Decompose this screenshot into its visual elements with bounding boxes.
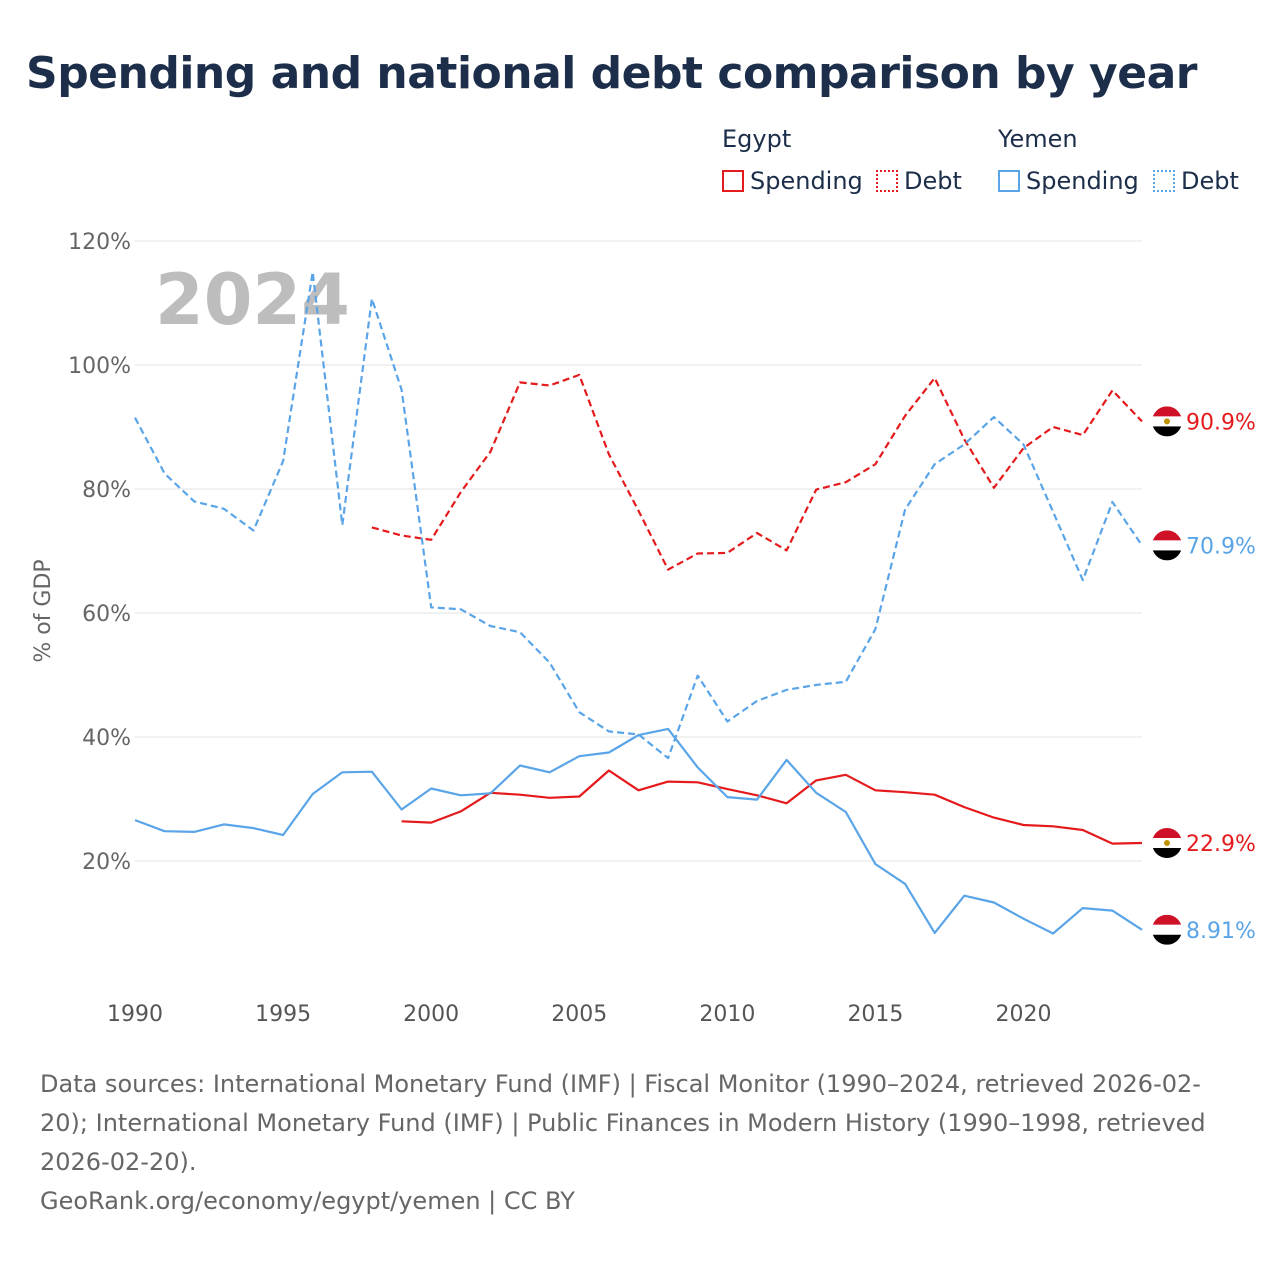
legend-swatch-egypt-spending — [722, 170, 744, 192]
legend-item-yemen-debt[interactable]: Debt — [1153, 167, 1239, 195]
series-line-yemen-debt — [134, 270, 1143, 760]
y-tick-label: 60% — [82, 602, 131, 627]
legend-item-egypt-debt[interactable]: Debt — [876, 167, 962, 195]
end-label-egypt-spending: 22.9% — [1186, 832, 1256, 857]
legend-label-egypt-spending: Spending — [750, 167, 863, 195]
end-flag-yemen-debt — [1152, 530, 1182, 561]
x-tick-label: 2020 — [996, 1002, 1052, 1027]
y-tick-label: 120% — [68, 230, 131, 255]
chart-title: Spending and national debt comparison by… — [26, 48, 1197, 99]
y-tick-label: 100% — [68, 354, 131, 379]
legend-swatch-egypt-debt — [876, 170, 898, 192]
legend-item-yemen-spending[interactable]: Spending — [998, 167, 1139, 195]
footer-sources: Data sources: International Monetary Fun… — [40, 1070, 1206, 1176]
footer-credit[interactable]: GeoRank.org/economy/egypt/yemen | CC BY — [40, 1187, 575, 1215]
legend-label-yemen-debt: Debt — [1181, 167, 1239, 195]
end-label-egypt-debt: 90.9% — [1186, 410, 1256, 435]
y-tick-label: 80% — [82, 478, 131, 503]
x-tick-label: 2005 — [551, 1002, 607, 1027]
y-tick-label: 40% — [82, 726, 131, 751]
legend-title-egypt: Egypt — [722, 125, 792, 153]
y-axis-label: % of GDP — [31, 559, 56, 662]
end-flag-egypt-debt — [1152, 406, 1182, 437]
x-tick-label: 1990 — [107, 1002, 163, 1027]
x-tick-label: 2010 — [699, 1002, 755, 1027]
end-label-yemen-spending: 8.91% — [1186, 919, 1256, 944]
series-line-yemen-spending — [134, 727, 1143, 935]
series-line-egypt-debt — [371, 373, 1143, 571]
end-flag-yemen-spending — [1152, 914, 1182, 945]
legend-label-yemen-spending: Spending — [1026, 167, 1139, 195]
end-flag-egypt-spending — [1152, 828, 1182, 859]
x-tick-label: 1995 — [255, 1002, 311, 1027]
x-tick-label: 2000 — [403, 1002, 459, 1027]
end-label-yemen-debt: 70.9% — [1186, 534, 1256, 559]
legend-item-egypt-spending[interactable]: Spending — [722, 167, 863, 195]
legend-title-yemen: Yemen — [998, 125, 1078, 153]
legend-label-egypt-debt: Debt — [904, 167, 962, 195]
legend-swatch-yemen-debt — [1153, 170, 1175, 192]
x-tick-label: 2015 — [847, 1002, 903, 1027]
year-watermark: 2024 — [155, 259, 350, 341]
y-tick-label: 20% — [82, 850, 131, 875]
legend-swatch-yemen-spending — [998, 170, 1020, 192]
series-line-egypt-spending — [401, 769, 1143, 845]
